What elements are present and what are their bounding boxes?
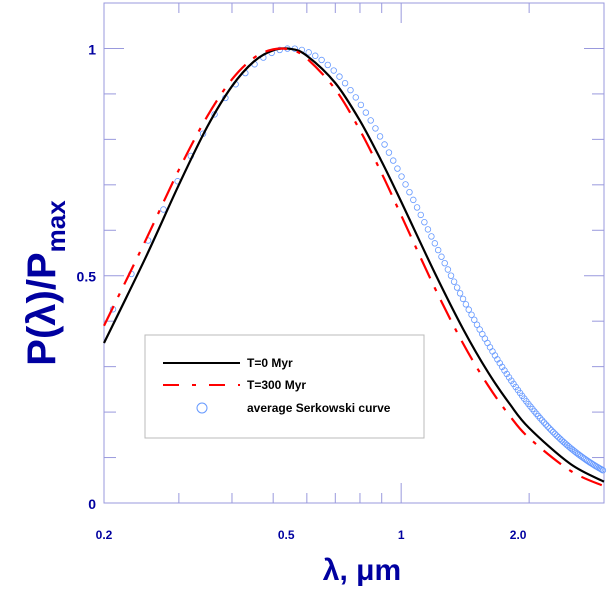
serkowski-point xyxy=(341,80,349,87)
y-axis-label: P(λ)/Pmax xyxy=(20,200,71,366)
serkowski-point xyxy=(421,219,428,226)
serkowski-point xyxy=(324,61,331,69)
serkowski-point xyxy=(544,423,551,430)
plot-frame xyxy=(103,2,605,504)
legend-box xyxy=(144,334,425,439)
serkowski-point xyxy=(398,173,405,180)
serkowski-point xyxy=(549,428,557,436)
serkowski-point xyxy=(538,417,546,424)
serkowski-point xyxy=(456,290,464,297)
serkowski-point xyxy=(376,133,384,140)
serkowski-point xyxy=(540,419,548,426)
serkowski-point xyxy=(555,434,562,441)
serkowski-point xyxy=(390,157,397,164)
serkowski-point xyxy=(357,101,365,109)
serkowski-point xyxy=(444,266,452,273)
serkowski-point xyxy=(598,466,605,473)
y-tick-label: 0 xyxy=(88,496,96,512)
serkowski-point xyxy=(535,412,542,420)
serkowski-point xyxy=(428,233,435,240)
legend: T=0 Myr T=300 Myr average Serkowski curv… xyxy=(144,334,425,439)
serkowski-point xyxy=(450,278,458,285)
serkowski-point xyxy=(462,301,470,308)
x-tick-label: 2.0 xyxy=(510,528,527,542)
serkowski-point xyxy=(599,467,607,474)
legend-swatch-series-2 xyxy=(196,402,208,414)
serkowski-point xyxy=(508,377,515,384)
serkowski-point xyxy=(352,94,359,101)
serkowski-point xyxy=(476,326,483,333)
serkowski-point xyxy=(486,344,494,351)
y-axis-label-main: P(λ)/P xyxy=(20,252,64,365)
serkowski-point xyxy=(305,49,312,56)
serkowski-point xyxy=(347,86,354,94)
series-line-1 xyxy=(103,47,605,488)
serkowski-point xyxy=(381,141,388,148)
serkowski-point xyxy=(406,189,413,196)
y-tick-label: 1 xyxy=(88,41,96,57)
serkowski-point xyxy=(468,311,475,318)
serkowski-point xyxy=(372,125,379,132)
serkowski-point xyxy=(318,56,325,64)
serkowski-point xyxy=(447,272,455,279)
serkowski-point xyxy=(503,370,510,378)
y-tick-label: 0.5 xyxy=(77,269,97,285)
x-axis-label: λ, μm xyxy=(323,554,401,587)
serkowski-point xyxy=(542,421,550,428)
serkowski-point xyxy=(431,240,439,247)
serkowski-point xyxy=(362,109,370,116)
y-axis-label-subscript: max xyxy=(41,200,71,253)
serkowski-point xyxy=(484,339,491,347)
serkowski-point xyxy=(489,348,496,355)
serkowski-point xyxy=(160,206,167,213)
serkowski-point xyxy=(473,321,481,328)
serkowski-point xyxy=(367,117,374,124)
serkowski-point xyxy=(385,149,393,156)
serkowski-point xyxy=(556,435,564,443)
serkowski-point xyxy=(471,316,478,324)
serkowski-point xyxy=(413,204,421,211)
x-tick-label: 0.2 xyxy=(96,528,113,542)
series-line-0 xyxy=(103,47,605,483)
serkowski-point xyxy=(548,427,555,434)
serkowski-point xyxy=(560,438,567,446)
serkowski-point xyxy=(537,415,544,422)
serkowski-point xyxy=(501,367,508,374)
serkowski-point xyxy=(441,259,448,267)
legend-label-series-0: T=0 Myr xyxy=(247,356,293,370)
serkowski-point xyxy=(533,410,540,417)
serkowski-point xyxy=(402,181,409,188)
serkowski-point xyxy=(434,246,442,254)
serkowski-point xyxy=(394,165,401,172)
x-tick-label: 0.5 xyxy=(278,528,295,542)
serkowski-point xyxy=(558,437,566,444)
series-serkowski xyxy=(109,45,607,474)
serkowski-point xyxy=(312,52,319,59)
serkowski-point xyxy=(505,374,513,381)
serkowski-point xyxy=(465,306,472,313)
x-tick-label: 1 xyxy=(398,528,405,542)
serkowski-point xyxy=(424,226,432,233)
legend-label-series-1: T=300 Myr xyxy=(247,378,306,392)
serkowski-point xyxy=(453,284,461,291)
serkowski-point xyxy=(336,73,343,80)
legend-label-series-2: average Serkowski curve xyxy=(247,401,391,415)
serkowski-point xyxy=(417,211,424,219)
serkowski-point xyxy=(438,253,445,260)
serkowski-point xyxy=(553,432,560,439)
serkowski-point xyxy=(546,425,553,432)
serkowski-point xyxy=(410,196,417,204)
serkowski-point xyxy=(459,295,467,303)
serkowski-point xyxy=(551,430,559,438)
serkowski-point xyxy=(330,67,337,74)
